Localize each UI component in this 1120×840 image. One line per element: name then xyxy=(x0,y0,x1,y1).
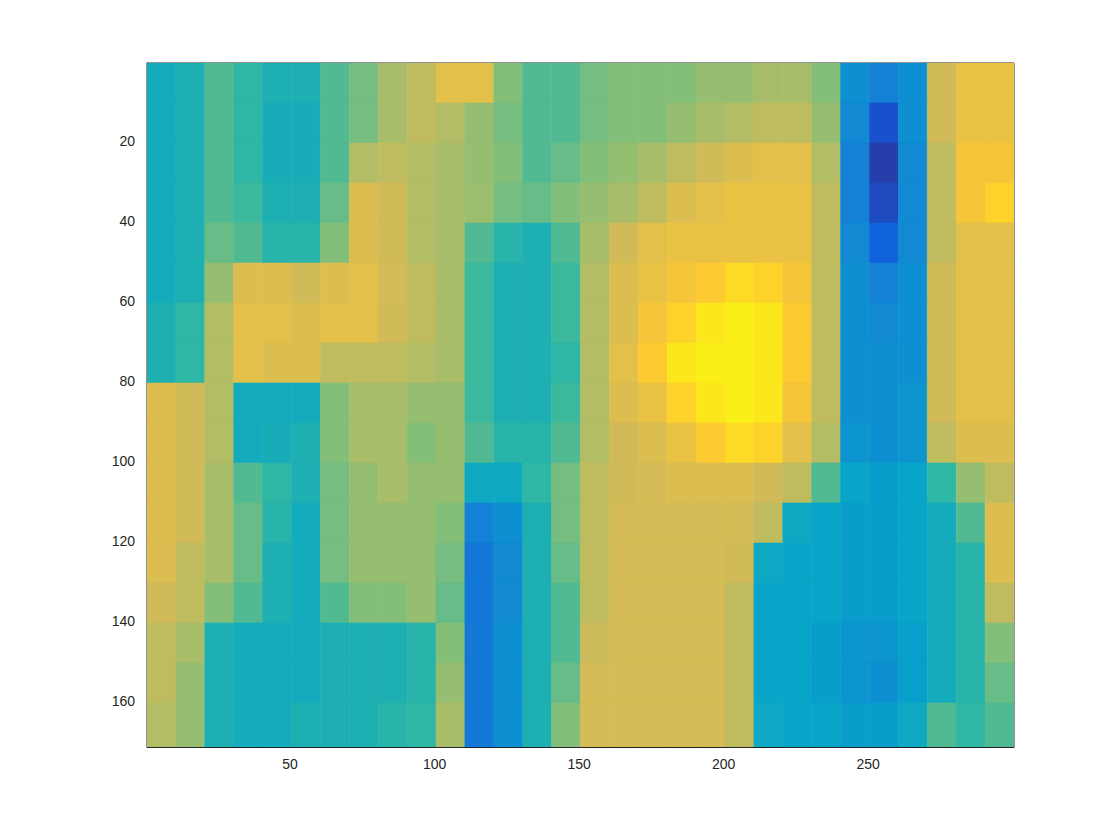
svg-text:120: 120 xyxy=(112,533,136,549)
svg-text:60: 60 xyxy=(119,293,135,309)
svg-text:50: 50 xyxy=(282,756,298,772)
svg-text:140: 140 xyxy=(112,613,136,629)
svg-text:20: 20 xyxy=(119,133,135,149)
svg-text:200: 200 xyxy=(712,756,736,772)
svg-text:150: 150 xyxy=(567,756,591,772)
svg-text:250: 250 xyxy=(856,756,880,772)
svg-text:100: 100 xyxy=(112,453,136,469)
svg-text:100: 100 xyxy=(423,756,447,772)
svg-text:160: 160 xyxy=(112,693,136,709)
svg-text:80: 80 xyxy=(119,373,135,389)
svg-text:40: 40 xyxy=(119,213,135,229)
